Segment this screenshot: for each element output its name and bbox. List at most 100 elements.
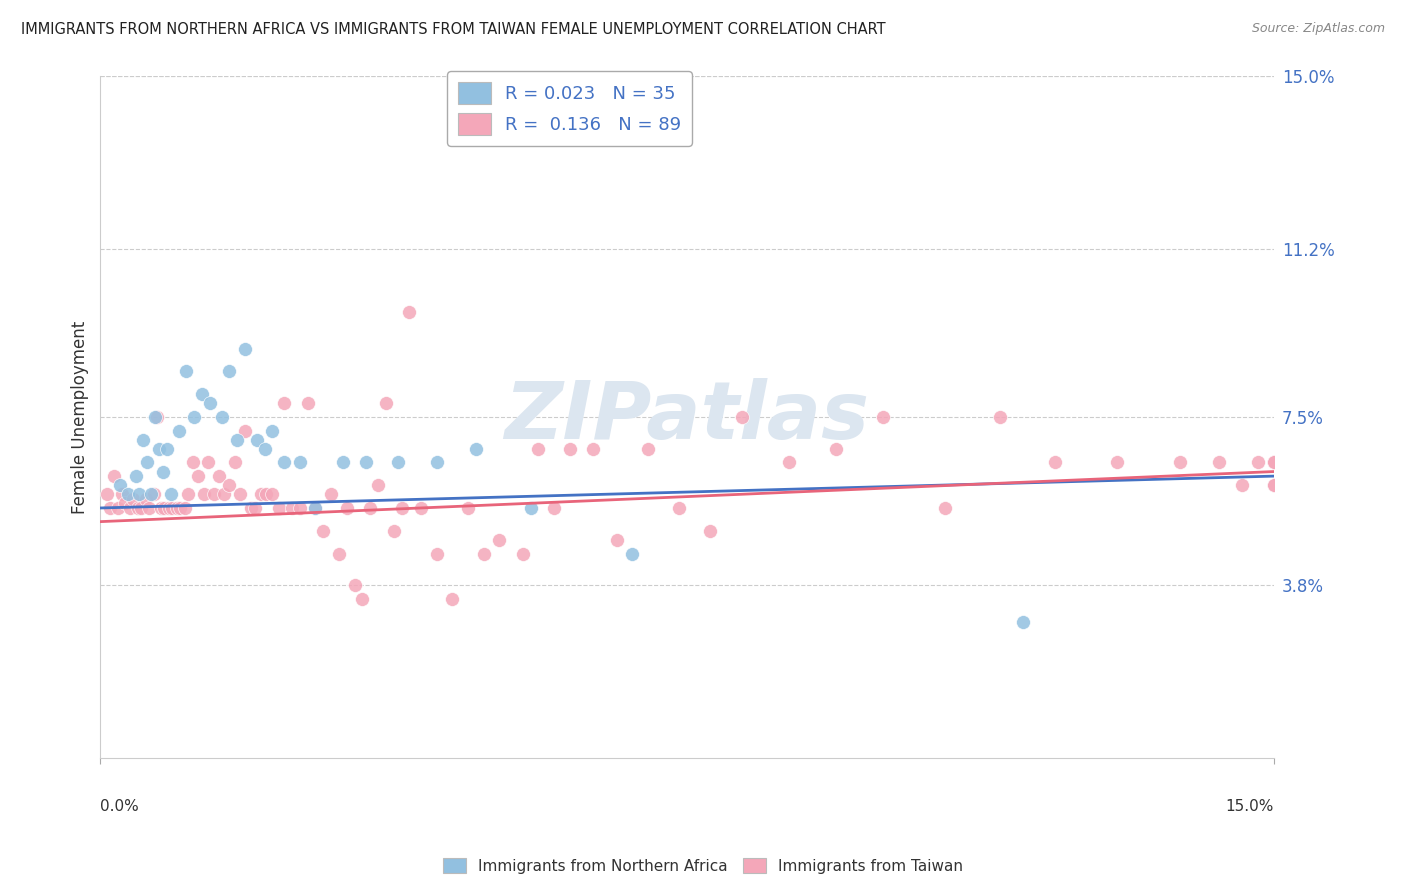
Point [352,592,374,607]
Point [108,478,131,492]
Point [312,524,335,538]
Text: Source: ZipAtlas.com: Source: ZipAtlas.com [1251,22,1385,36]
Point [472,547,495,561]
Point [488,533,510,547]
Point [699,524,721,538]
Point [441,592,464,607]
Point [211,409,233,424]
Point [527,442,550,456]
Point [273,396,295,410]
Point [183,409,205,424]
Point [288,455,311,469]
Point [273,455,295,469]
Point [1168,455,1191,469]
Point [512,547,534,561]
Point [332,455,354,469]
Point [1263,455,1285,469]
Point [218,478,240,492]
Point [262,424,284,438]
Point [181,455,204,469]
Point [1208,455,1230,469]
Point [96,487,118,501]
Point [141,487,163,501]
Point [208,469,231,483]
Point [150,500,173,515]
Point [176,364,198,378]
Point [157,500,180,515]
Point [98,500,121,515]
Point [267,500,290,515]
Point [606,533,628,547]
Point [1247,455,1270,469]
Point [253,442,276,456]
Point [218,364,240,378]
Point [246,433,269,447]
Point [387,455,409,469]
Point [138,500,160,515]
Point [233,342,256,356]
Point [239,500,262,515]
Point [152,465,174,479]
Point [124,469,146,483]
Point [731,409,754,424]
Point [382,524,405,538]
Point [193,487,215,501]
Point [128,487,150,501]
Point [304,500,326,515]
Y-axis label: Female Unemployment: Female Unemployment [72,320,89,514]
Point [288,500,311,515]
Point [1263,455,1285,469]
Point [1232,478,1254,492]
Point [336,500,359,515]
Point [343,578,366,592]
Text: ZIPatlas: ZIPatlas [505,378,869,456]
Point [367,478,389,492]
Point [374,396,396,410]
Point [233,424,256,438]
Point [111,487,134,501]
Point [543,500,565,515]
Point [143,409,166,424]
Point [1012,615,1035,629]
Point [1107,455,1129,469]
Point [464,442,486,456]
Point [166,500,188,515]
Point [153,500,176,515]
Point [1263,455,1285,469]
Point [281,500,304,515]
Point [254,487,277,501]
Point [197,455,219,469]
Point [159,487,181,501]
Point [558,442,581,456]
Point [582,442,605,456]
Point [824,442,846,456]
Point [1263,455,1285,469]
Point [245,500,267,515]
Point [122,491,145,506]
Point [519,500,541,515]
Point [127,500,149,515]
Point [304,500,326,515]
Point [297,396,319,410]
Point [778,455,800,469]
Point [135,491,157,506]
Text: IMMIGRANTS FROM NORTHERN AFRICA VS IMMIGRANTS FROM TAIWAN FEMALE UNEMPLOYMENT CO: IMMIGRANTS FROM NORTHERN AFRICA VS IMMIG… [21,22,886,37]
Point [262,487,284,501]
Point [1263,478,1285,492]
Point [177,487,200,501]
Point [136,455,159,469]
Point [142,487,165,501]
Point [1263,478,1285,492]
Point [224,455,246,469]
Point [132,433,155,447]
Point [637,442,659,456]
Point [198,396,221,410]
Text: 0.0%: 0.0% [100,799,139,814]
Point [426,455,449,469]
Point [187,469,209,483]
Point [328,547,350,561]
Point [148,442,170,456]
Point [621,547,644,561]
Point [391,500,413,515]
Point [228,487,250,501]
